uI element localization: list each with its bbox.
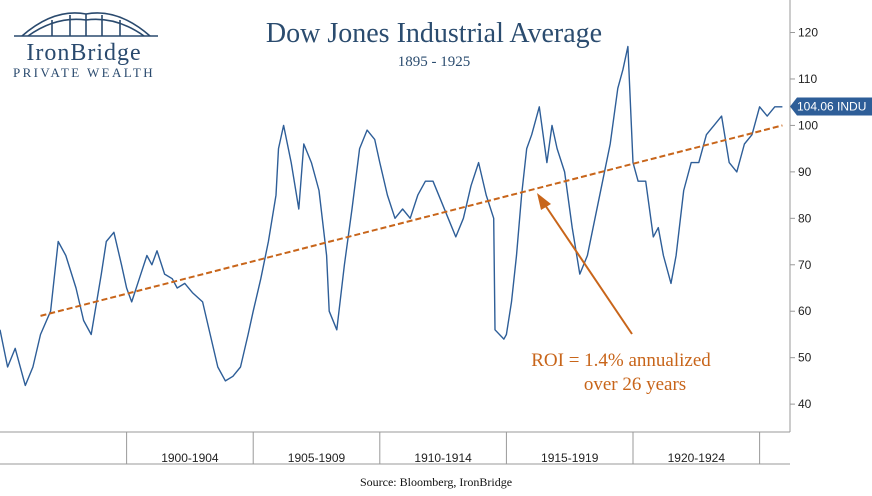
y-tick-label: 70 — [798, 258, 812, 272]
y-tick-label: 50 — [798, 351, 812, 365]
period-label: 1920-1924 — [668, 451, 726, 465]
y-tick-label: 120 — [798, 26, 818, 40]
roi-annotation: ROI = 1.4% annualized over 26 years — [531, 193, 711, 395]
y-tick-label: 90 — [798, 165, 812, 179]
dow-jones-series-line — [0, 45, 783, 387]
annotation-arrow — [542, 201, 633, 335]
last-value-text: 104.06 INDU — [797, 100, 866, 114]
chart-subtitle: 1895 - 1925 — [398, 54, 471, 70]
period-labels: 1900-1904 1905-1909 1910-1914 1915-1919 1920… — [161, 451, 725, 465]
logo-tagline: PRIVATE WEALTH — [13, 65, 155, 80]
ironbridge-logo: IronBridge PRIVATE WEALTH — [13, 12, 158, 80]
y-tick-label: 80 — [798, 211, 812, 225]
y-tick-label: 40 — [798, 397, 812, 411]
arrow-head-icon — [537, 193, 551, 210]
last-value-label: 104.06 INDU — [790, 97, 872, 116]
period-label: 1910-1914 — [414, 451, 472, 465]
y-axis-ticks: 40 50 60 70 80 90 100 110 120 — [790, 26, 818, 411]
source-note: Source: Bloomberg, IronBridge — [360, 475, 512, 489]
roi-trend-line — [40, 124, 783, 317]
annotation-line-1: ROI = 1.4% annualized — [531, 350, 711, 371]
y-tick-label: 100 — [798, 118, 818, 132]
period-dividers — [126, 432, 761, 464]
y-tick-label: 60 — [798, 304, 812, 318]
chart-title: Dow Jones Industrial Average — [266, 18, 602, 49]
period-label: 1900-1904 — [161, 451, 219, 465]
period-label: 1915-1919 — [541, 451, 599, 465]
period-label: 1905-1909 — [288, 451, 346, 465]
annotation-line-2: over 26 years — [584, 374, 686, 395]
bridge-icon — [14, 12, 158, 37]
y-tick-label: 110 — [798, 72, 817, 86]
logo-name: IronBridge — [26, 40, 141, 66]
